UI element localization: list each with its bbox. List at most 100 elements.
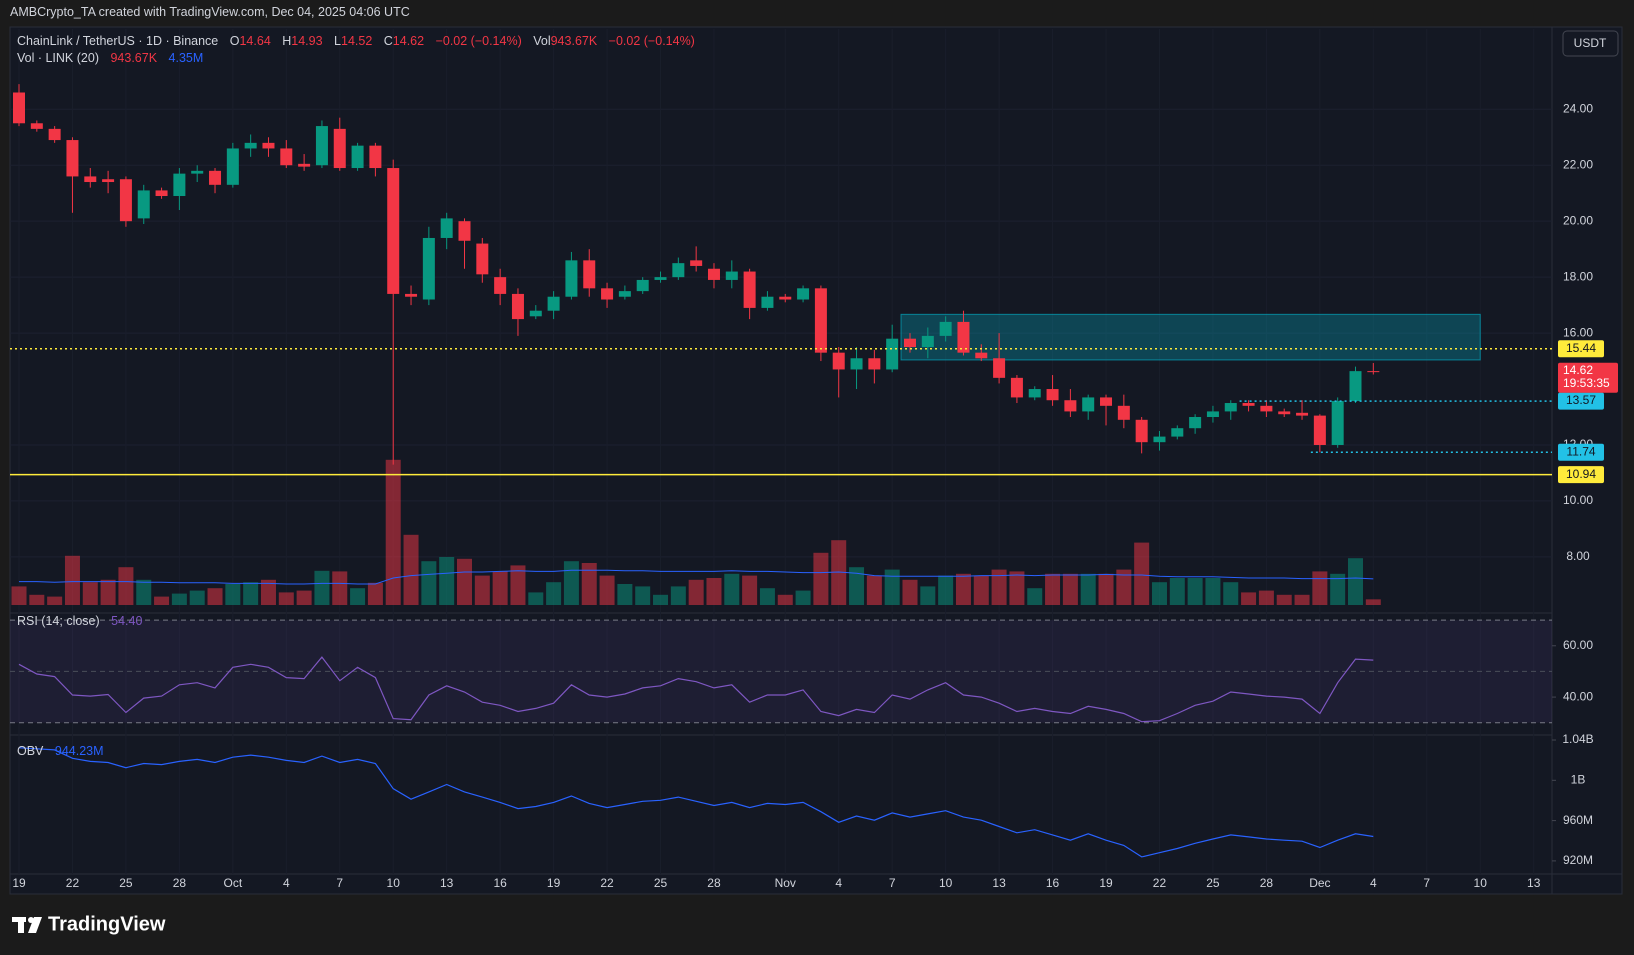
currency-label[interactable]: USDT [1574,36,1607,50]
x-tick-label: 13 [992,876,1006,890]
candle-body [262,142,275,149]
volume-bar [742,575,758,605]
volume-bar [421,561,437,605]
candle-body [1082,397,1095,412]
candle-body [369,145,382,169]
x-tick-label: 10 [387,876,401,890]
x-tick-label: 13 [440,876,454,890]
candle-body [1224,403,1237,412]
volume-bar [118,567,134,605]
candle-body [1296,412,1309,416]
candle-body [725,271,738,280]
legend-main: ChainLink / TetherUS · 1D · Binance O14.… [17,34,695,48]
zone [900,313,1481,361]
price-tag [1558,443,1604,461]
rsi-tick-label: 60.00 [1563,638,1593,652]
candle-body [565,260,578,297]
candle-body [868,358,881,370]
candle-body [1278,411,1291,415]
volume-bar [11,586,27,605]
candle-body [173,173,186,197]
volume-bar [136,579,152,605]
candle-body [1117,405,1130,420]
candle-body [191,170,204,174]
candle-body [957,321,970,353]
y-tick-label: 20.00 [1563,213,1593,227]
price-tag [1558,466,1604,484]
ohlc-value: 14.64 [239,34,271,48]
x-tick-label: 22 [66,876,80,890]
rsi-name: RSI (14; close) [17,614,100,628]
legend-rsi: RSI (14; close) 54.40 [17,614,142,628]
volume-bar [617,584,633,605]
candle-body [797,288,810,300]
volume-bar [260,579,276,605]
volume-bar [243,582,259,605]
volume-bar [225,584,241,605]
volume-value: 943.67K [110,51,158,65]
y-tick-label: 22.00 [1563,157,1593,171]
rsi-tick-label: 40.00 [1563,689,1593,703]
candle-body [1206,411,1219,418]
candle-body [761,296,774,308]
price-tag [1558,392,1604,410]
currency-button[interactable] [1562,30,1619,57]
volume-bar [599,575,615,605]
x-tick-label: 4 [283,876,290,890]
candle-body [1367,371,1380,373]
volume-bar [1062,573,1078,605]
volume-bar [1080,573,1096,605]
candle-body [494,277,507,294]
candle-body [672,263,685,278]
candle-body [1313,415,1326,445]
volume-bar [902,579,918,605]
candle-body [84,176,97,183]
rsi-line [18,656,1374,723]
volume-bar [1009,571,1025,605]
volume-bar [314,570,330,605]
volume-bar [82,582,98,605]
volume-bar [1205,578,1221,605]
volume-bar [1045,573,1061,605]
x-tick-label: 25 [1206,876,1220,890]
volume-bar [938,575,954,605]
volume-bar [706,578,722,605]
candle-body [618,291,631,297]
volume-bar [1169,578,1185,605]
volume-bar [403,534,419,605]
volume-bar [457,558,472,605]
volume-value: 943.67K [550,34,598,48]
volume-bar [1151,582,1167,605]
volume-bar [777,594,793,605]
change: −0.02 (−0.14%) [435,34,522,48]
volume-bar [385,459,401,605]
y-tick-label: 10.00 [1563,493,1593,507]
candle-body [1242,403,1255,406]
candle-body [1153,436,1166,443]
candle-body [511,293,524,320]
brand: TradingView [48,913,166,935]
volume-bar [29,594,45,605]
candle-body [601,288,614,300]
candle-body [458,221,471,241]
x-tick-label: 10 [1474,876,1488,890]
candle-body [814,288,827,353]
obv-tick-label: 920M [1563,853,1593,867]
x-tick-label: 22 [1153,876,1167,890]
volume-bar [1241,592,1257,605]
x-tick-label: 28 [1260,876,1274,890]
x-tick-label: 4 [1370,876,1377,890]
volume-bar [332,571,348,605]
volume-bar [528,592,544,605]
obv-name: OBV [17,744,44,758]
volume-bar [1276,594,1292,605]
candle-body [66,140,79,177]
candle-body [1010,377,1023,398]
candle-body [315,126,328,166]
x-tick-label: 28 [707,876,721,890]
candle-body [405,293,418,297]
candle-body [636,279,649,292]
candle-body [1171,428,1184,437]
candle-body [298,163,311,167]
